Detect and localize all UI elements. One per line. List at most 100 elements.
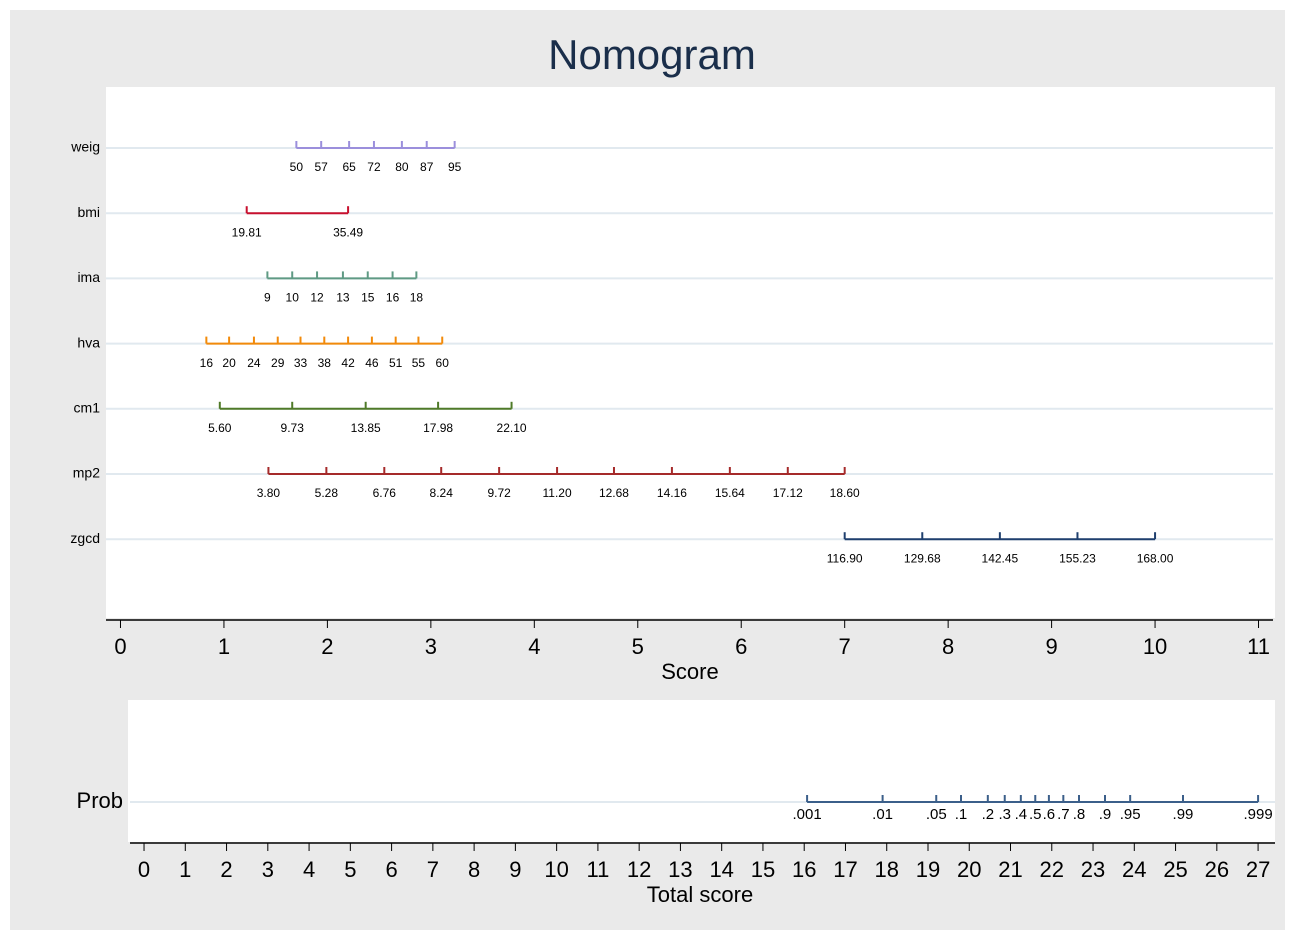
x2-tick-label: 20: [957, 857, 981, 882]
prob-region: [128, 700, 1275, 842]
scale-tick-label: 15: [361, 291, 375, 305]
scale-tick-label: 5.28: [315, 486, 339, 500]
x2-tick-label: 26: [1205, 857, 1229, 882]
x-tick-label: 1: [218, 634, 230, 659]
x-tick-label: 10: [1143, 634, 1167, 659]
scale-tick-label: 9.73: [281, 421, 305, 435]
scale-tick-label: 9: [264, 291, 271, 305]
scale-tick-label: 14.16: [657, 486, 687, 500]
x2-tick-label: 6: [385, 857, 397, 882]
scale-tick-label: .05: [926, 806, 947, 823]
scale-tick-label: 65: [342, 160, 356, 174]
scale-tick-label: .3: [998, 806, 1011, 823]
scale-tick-label: 142.45: [982, 551, 1019, 565]
scale-tick-label: 22.10: [497, 421, 527, 435]
scale-tick-label: 42: [341, 356, 355, 370]
x-tick-label: 2: [321, 634, 333, 659]
row-label: hva: [77, 334, 100, 350]
scale-tick-label: .01: [872, 806, 893, 823]
x2-tick-label: 1: [179, 857, 191, 882]
x-tick-label: 5: [632, 634, 644, 659]
scale-tick-label: 95: [448, 160, 462, 174]
x-axis-title: Score: [661, 659, 718, 684]
x2-tick-label: 5: [344, 857, 356, 882]
scale-tick-label: 155.23: [1059, 551, 1096, 565]
x2-tick-label: 9: [509, 857, 521, 882]
x2-tick-label: 10: [544, 857, 568, 882]
scale-tick-label: 16: [386, 291, 400, 305]
x2-tick-label: 11: [586, 857, 609, 882]
x2-tick-label: 19: [916, 857, 940, 882]
x2-tick-label: 22: [1040, 857, 1064, 882]
scale-tick-label: .1: [955, 806, 968, 823]
scale-tick-label: 55: [412, 356, 426, 370]
x-tick-label: 9: [1045, 634, 1057, 659]
scale-tick-label: 8.24: [430, 486, 454, 500]
row-label: cm1: [74, 400, 101, 416]
x2-tick-label: 15: [751, 857, 775, 882]
scale-tick-label: 60: [436, 356, 450, 370]
plot-region: [106, 87, 1275, 618]
scale-tick-label: 20: [222, 356, 236, 370]
row-label: weig: [70, 139, 100, 155]
scale-tick-label: 129.68: [904, 551, 941, 565]
x2-tick-label: 23: [1081, 857, 1105, 882]
x2-tick-label: 18: [874, 857, 898, 882]
chart-title: Nomogram: [548, 31, 756, 78]
x2-tick-label: 17: [833, 857, 857, 882]
row-label: ima: [77, 269, 100, 285]
scale-tick-label: 38: [318, 356, 332, 370]
scale-tick-label: 116.90: [827, 551, 863, 565]
scale-tick-label: 18.60: [830, 486, 860, 500]
scale-tick-label: .6: [1043, 806, 1056, 823]
x2-tick-label: 8: [468, 857, 480, 882]
scale-tick-label: .9: [1099, 806, 1112, 823]
scale-tick-label: .99: [1173, 806, 1194, 823]
scale-tick-label: 11.20: [543, 486, 572, 500]
scale-tick-label: 3.80: [257, 486, 281, 500]
scale-tick-label: .7: [1057, 806, 1070, 823]
scale-tick-label: 15.64: [715, 486, 745, 500]
row-label: Prob: [77, 788, 123, 813]
scale-tick-label: 35.49: [333, 225, 363, 239]
scale-tick-label: 16: [200, 356, 214, 370]
scale-tick-label: 18: [410, 291, 424, 305]
x2-axis-title: Total score: [647, 882, 753, 907]
x-tick-label: 4: [528, 634, 540, 659]
scale-tick-label: .5: [1029, 806, 1042, 823]
x2-tick-label: 2: [220, 857, 232, 882]
scale-tick-label: 6.76: [373, 486, 397, 500]
x2-tick-label: 7: [427, 857, 439, 882]
scale-tick-label: 51: [389, 356, 403, 370]
x-tick-label: 3: [425, 634, 437, 659]
scale-tick-label: .4: [1015, 806, 1028, 823]
scale-tick-label: 9.72: [487, 486, 511, 500]
scale-tick-label: .8: [1073, 806, 1086, 823]
scale-tick-label: .95: [1120, 806, 1141, 823]
x2-tick-label: 4: [303, 857, 315, 882]
row-label: zgcd: [70, 530, 100, 546]
scale-tick-label: 12.68: [599, 486, 629, 500]
x2-tick-label: 24: [1122, 857, 1146, 882]
x2-tick-label: 25: [1163, 857, 1187, 882]
scale-tick-label: 19.81: [232, 225, 262, 239]
row-label: bmi: [77, 204, 100, 220]
scale-tick-label: 50: [290, 160, 304, 174]
scale-tick-label: 33: [294, 356, 308, 370]
scale-tick-label: 10: [286, 291, 300, 305]
x-tick-label: 6: [735, 634, 747, 659]
x-tick-label: 8: [942, 634, 954, 659]
scale-tick-label: 80: [395, 160, 409, 174]
scale-tick-label: 46: [365, 356, 379, 370]
scale-tick-label: 13.85: [351, 421, 381, 435]
x2-tick-label: 0: [138, 857, 150, 882]
scale-tick-label: 17.12: [773, 486, 803, 500]
scale-tick-label: 13: [336, 291, 350, 305]
scale-tick-label: .001: [792, 806, 821, 823]
x2-tick-label: 16: [792, 857, 816, 882]
x2-tick-label: 12: [627, 857, 651, 882]
x2-tick-label: 21: [998, 857, 1022, 882]
scale-tick-label: 72: [367, 160, 381, 174]
